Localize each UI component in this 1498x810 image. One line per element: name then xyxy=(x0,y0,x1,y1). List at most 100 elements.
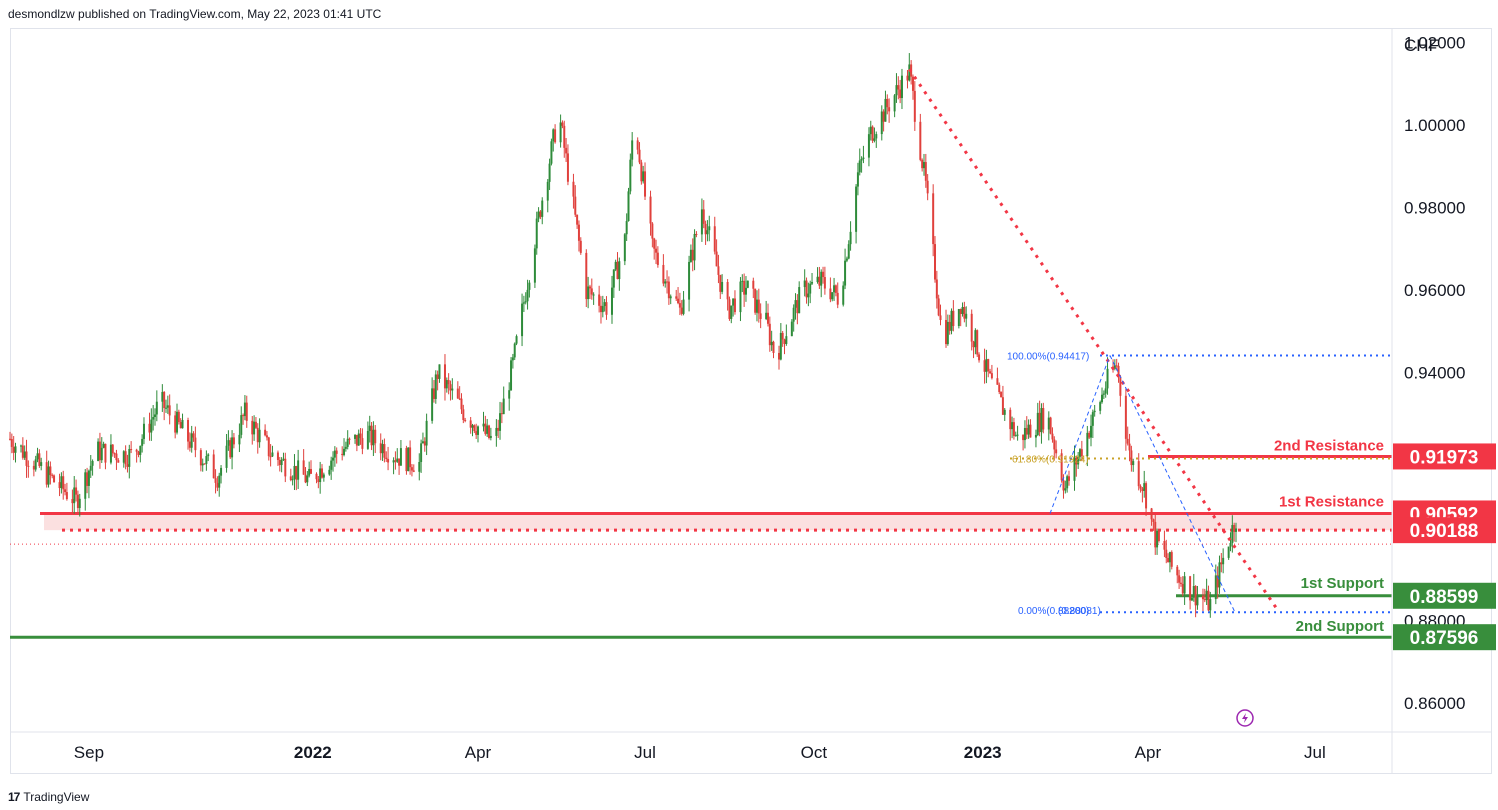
candle-up[interactable] xyxy=(601,306,604,313)
candle-up[interactable] xyxy=(1102,393,1105,395)
candle-up[interactable] xyxy=(282,458,285,460)
candle-down[interactable] xyxy=(71,499,74,504)
candle-down[interactable] xyxy=(229,440,232,458)
candle-down[interactable] xyxy=(948,321,951,331)
candle-down[interactable] xyxy=(276,452,279,460)
candle-down[interactable] xyxy=(752,280,755,289)
candle-down[interactable] xyxy=(199,450,202,466)
candle-down[interactable] xyxy=(766,312,769,324)
candle-up[interactable] xyxy=(271,452,274,457)
candle-down[interactable] xyxy=(952,310,955,327)
candle-down[interactable] xyxy=(460,398,463,410)
candle-up[interactable] xyxy=(957,309,960,327)
candle-down[interactable] xyxy=(104,443,107,463)
candle-up[interactable] xyxy=(779,332,782,360)
candle-up[interactable] xyxy=(190,433,193,448)
candle-up[interactable] xyxy=(688,261,691,300)
candle-down[interactable] xyxy=(484,423,487,434)
candle-down[interactable] xyxy=(978,354,981,361)
candle-up[interactable] xyxy=(535,218,538,249)
candle-down[interactable] xyxy=(871,126,874,141)
candle-up[interactable] xyxy=(922,162,925,169)
candle-down[interactable] xyxy=(1049,417,1052,434)
candle-down[interactable] xyxy=(456,388,459,399)
candle-down[interactable] xyxy=(289,476,292,481)
candle-up[interactable] xyxy=(89,465,92,471)
candle-down[interactable] xyxy=(214,478,217,483)
candle-up[interactable] xyxy=(1143,483,1146,491)
candle-up[interactable] xyxy=(612,269,615,288)
candle-up[interactable] xyxy=(803,280,806,288)
candle-down[interactable] xyxy=(251,420,254,435)
candle-down[interactable] xyxy=(655,248,658,253)
candle-down[interactable] xyxy=(242,415,245,417)
candle-down[interactable] xyxy=(829,288,832,300)
candle-up[interactable] xyxy=(526,289,529,302)
candle-up[interactable] xyxy=(381,444,384,454)
candle-up[interactable] xyxy=(280,459,283,466)
candle-up[interactable] xyxy=(240,415,243,435)
candle-down[interactable] xyxy=(10,439,13,447)
candle-up[interactable] xyxy=(847,244,850,259)
candle-up[interactable] xyxy=(508,390,511,399)
candle-down[interactable] xyxy=(1062,480,1065,491)
candle-down[interactable] xyxy=(177,411,180,423)
candle-down[interactable] xyxy=(443,364,446,389)
candle-down[interactable] xyxy=(585,252,588,300)
candle-down[interactable] xyxy=(1152,519,1155,522)
candle-up[interactable] xyxy=(1047,417,1050,430)
candle-down[interactable] xyxy=(405,448,408,472)
candle-up[interactable] xyxy=(253,421,256,435)
candle-up[interactable] xyxy=(831,292,834,300)
candle-down[interactable] xyxy=(919,121,922,160)
candle-up[interactable] xyxy=(1078,449,1081,457)
candle-down[interactable] xyxy=(987,359,990,372)
candle-up[interactable] xyxy=(548,163,551,182)
candle-down[interactable] xyxy=(232,437,235,445)
candle-down[interactable] xyxy=(818,276,821,286)
candle-down[interactable] xyxy=(1220,562,1223,565)
candle-up[interactable] xyxy=(207,454,210,457)
candle-up[interactable] xyxy=(1086,432,1089,457)
candle-up[interactable] xyxy=(862,157,865,160)
candle-down[interactable] xyxy=(539,211,542,217)
candle-down[interactable] xyxy=(113,453,116,455)
candle-up[interactable] xyxy=(950,310,953,331)
candle-up[interactable] xyxy=(1190,597,1193,601)
candle-up[interactable] xyxy=(1090,425,1093,438)
tradingview-logo-icon[interactable]: 17 xyxy=(8,790,20,804)
candle-up[interactable] xyxy=(227,440,230,446)
candle-down[interactable] xyxy=(1053,439,1056,450)
candle-up[interactable] xyxy=(308,468,311,476)
candle-up[interactable] xyxy=(102,443,105,448)
candle-up[interactable] xyxy=(682,299,685,314)
candle-down[interactable] xyxy=(1179,582,1182,584)
candle-up[interactable] xyxy=(1132,461,1135,466)
candle-down[interactable] xyxy=(203,463,206,465)
candle-up[interactable] xyxy=(755,299,758,313)
candle-down[interactable] xyxy=(21,445,24,458)
candle-up[interactable] xyxy=(368,425,371,431)
candle-down[interactable] xyxy=(678,303,681,308)
candle-down[interactable] xyxy=(436,374,439,379)
candle-down[interactable] xyxy=(677,298,680,304)
candle-down[interactable] xyxy=(254,421,257,428)
candle-up[interactable] xyxy=(20,445,23,447)
candle-up[interactable] xyxy=(1014,435,1017,437)
candle-up[interactable] xyxy=(1073,457,1076,481)
candle-up[interactable] xyxy=(1040,408,1043,433)
candle-up[interactable] xyxy=(1205,590,1208,601)
candle-up[interactable] xyxy=(961,306,964,314)
candle-up[interactable] xyxy=(418,462,421,472)
candle-up[interactable] xyxy=(60,476,63,489)
candle-up[interactable] xyxy=(844,260,847,286)
candle-up[interactable] xyxy=(1027,424,1030,435)
candle-down[interactable] xyxy=(1141,488,1144,491)
candle-down[interactable] xyxy=(1117,365,1120,377)
candle-down[interactable] xyxy=(561,122,564,126)
candle-up[interactable] xyxy=(893,95,896,112)
candle-down[interactable] xyxy=(781,332,784,340)
candle-up[interactable] xyxy=(78,498,81,509)
candle-up[interactable] xyxy=(1192,585,1195,598)
candle-up[interactable] xyxy=(471,425,474,428)
